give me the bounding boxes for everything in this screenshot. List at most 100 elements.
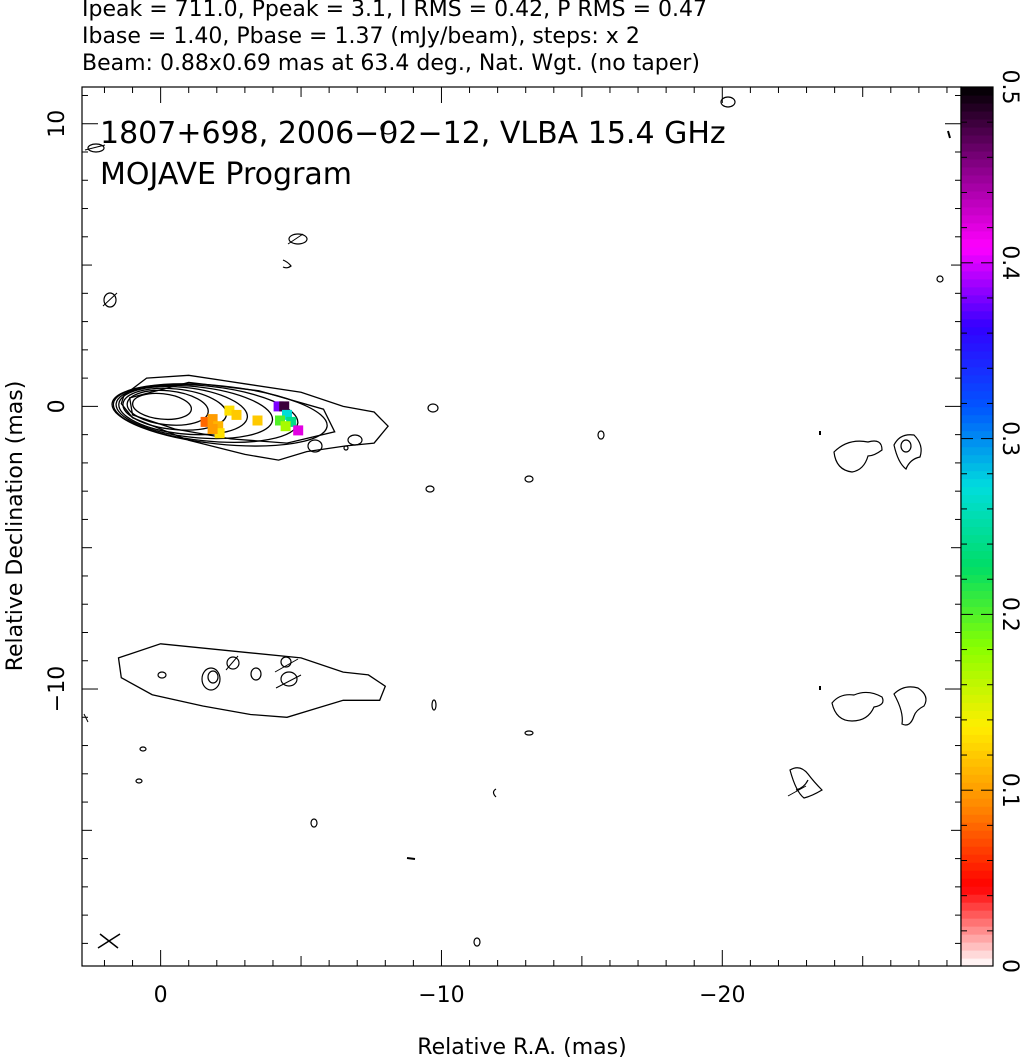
- polarization-patch: [213, 421, 224, 432]
- noise-contour: [427, 403, 439, 413]
- core-contour: [126, 389, 209, 426]
- colorbar-step: [961, 518, 993, 528]
- x-tick-label: −10: [418, 983, 464, 1008]
- colorbar-step: [961, 918, 993, 927]
- noise-contour: [893, 434, 922, 470]
- colorbar-tick-label: 0.2: [997, 597, 1022, 632]
- noise-contour: [524, 475, 534, 483]
- colorbar-step: [961, 150, 993, 160]
- colorbar-step: [961, 126, 993, 136]
- colorbar-step: [961, 406, 993, 416]
- source-annotation: 1807+698, 2006−02−12, VLBA 15.4 GHz: [100, 116, 726, 151]
- noise-contour: [831, 691, 884, 722]
- polarization-patch: [224, 405, 235, 416]
- noise-contour: [597, 430, 605, 440]
- colorbar-step: [961, 446, 993, 456]
- polarization-layer: [200, 401, 304, 439]
- noise-contour: [947, 130, 951, 139]
- polarization-patch: [273, 401, 284, 412]
- evpa-tick: [225, 655, 239, 671]
- noise-contour: [524, 730, 534, 736]
- colorbar-step: [961, 750, 993, 759]
- axis-ticks: 0 −10 −20 10 0 −10: [45, 87, 961, 1008]
- colorbar-step: [961, 758, 993, 767]
- noise-contour: [280, 656, 292, 668]
- colorbar-step: [961, 686, 993, 695]
- evpa-tick: [787, 785, 807, 797]
- noise-contour: [288, 233, 308, 245]
- colorbar-step: [961, 318, 993, 328]
- colorbar-step: [961, 798, 993, 807]
- colorbar-step: [961, 846, 993, 855]
- noise-contour: [139, 746, 147, 752]
- colorbar-step: [961, 862, 993, 871]
- colorbar-step: [961, 670, 993, 679]
- colorbar-step: [961, 326, 993, 336]
- colorbar-step: [961, 174, 993, 184]
- colorbar-step: [961, 230, 993, 240]
- noise-contour: [347, 434, 363, 446]
- header-stats-line-2: Ibase = 1.40, Pbase = 1.37 (mJy/beam), s…: [82, 24, 640, 49]
- evpa-tick: [84, 144, 106, 151]
- colorbar-step: [961, 654, 993, 663]
- colorbar-step: [961, 910, 993, 919]
- colorbar-tick-label: 0: [997, 959, 1022, 973]
- evpa-tick: [287, 233, 304, 245]
- colorbar-tick-label: 0.5: [997, 70, 1022, 105]
- colorbar-step: [961, 950, 993, 959]
- colorbar-step: [961, 902, 993, 911]
- colorbar-step: [961, 262, 993, 272]
- colorbar-step: [961, 422, 993, 432]
- colorbar-step: [961, 366, 993, 376]
- noise-contour: [789, 767, 823, 799]
- colorbar-step: [961, 414, 993, 424]
- colorbar-step: [961, 942, 993, 951]
- colorbar-step: [961, 294, 993, 304]
- colorbar-step: [961, 214, 993, 224]
- colorbar-step: [961, 270, 993, 280]
- colorbar-tick-label: 0.1: [997, 773, 1022, 808]
- colorbar-step: [961, 526, 993, 536]
- noise-contour: [380, 121, 396, 135]
- colorbar-step: [961, 254, 993, 264]
- colorbar-step: [961, 710, 993, 719]
- colorbar-step: [961, 438, 993, 448]
- noise-contour: [720, 96, 736, 108]
- colorbar-step: [961, 614, 993, 623]
- polarization-patch: [200, 416, 211, 427]
- colorbar-step: [961, 358, 993, 368]
- header-beam-line: Beam: 0.88x0.69 mas at 63.4 deg., Nat. W…: [82, 51, 700, 76]
- colorbar-step: [961, 110, 993, 120]
- noise-contour: [343, 445, 349, 451]
- colorbar-step: [961, 486, 993, 496]
- noise-contour: [936, 275, 944, 283]
- colorbar-step: [961, 534, 993, 544]
- colorbar-step: [961, 206, 993, 216]
- colorbar-step: [961, 102, 993, 112]
- colorbar-step: [961, 494, 993, 504]
- colorbar-step: [961, 286, 993, 296]
- noise-contour: [157, 671, 167, 679]
- noise-contour: [87, 143, 105, 153]
- y-tick-label: −10: [45, 666, 70, 712]
- colorbar-tick-label: 0.3: [997, 421, 1022, 456]
- contour-layer: [111, 374, 389, 718]
- core-contour: [118, 385, 249, 436]
- polarization-patch: [282, 409, 292, 420]
- colorbar-step: [961, 774, 993, 783]
- colorbar-step: [961, 550, 993, 560]
- colorbar-step: [961, 398, 993, 408]
- colorbar-step: [961, 606, 993, 615]
- colorbar-step: [961, 574, 993, 584]
- polarization-patch: [280, 421, 291, 432]
- colorbar-step: [961, 198, 993, 208]
- colorbar-tick-label: 0.4: [997, 245, 1022, 280]
- polarization-patch: [275, 415, 285, 426]
- colorbar-step: [961, 678, 993, 687]
- colorbar-step: [961, 958, 993, 967]
- colorbar-step: [961, 158, 993, 168]
- colorbar-step: [961, 782, 993, 791]
- noise-contour: [893, 686, 927, 726]
- colorbar-step: [961, 478, 993, 488]
